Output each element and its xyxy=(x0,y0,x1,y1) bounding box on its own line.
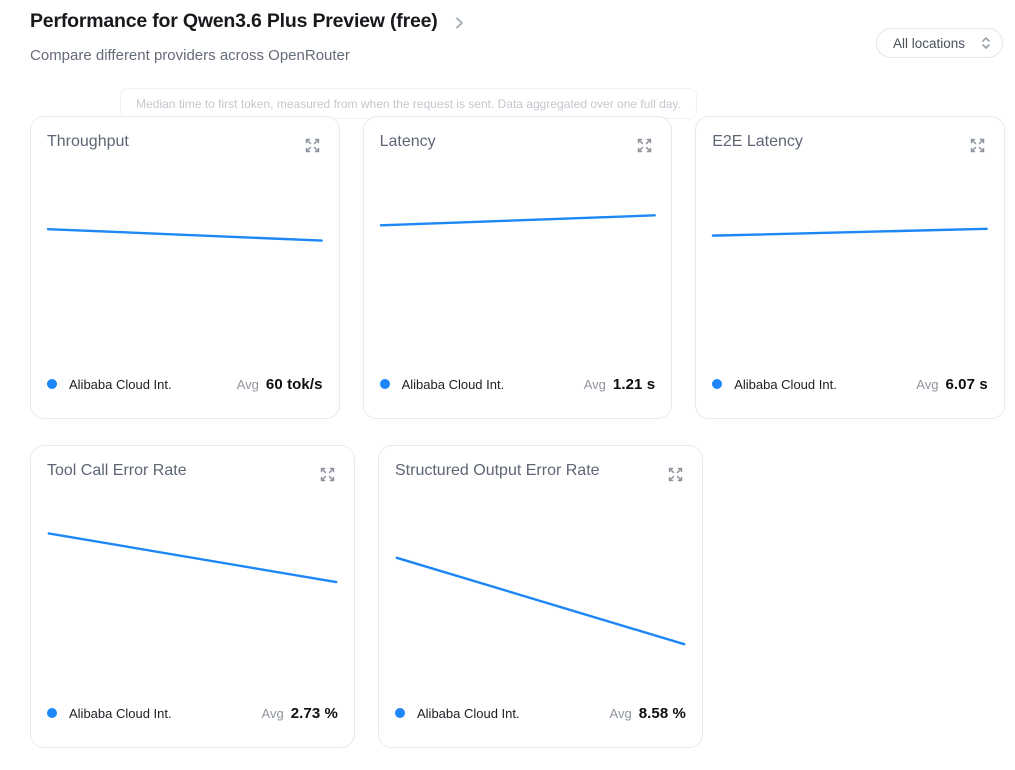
series-name: Alibaba Cloud Int. xyxy=(417,705,520,721)
legend-average: Avg 2.73 % xyxy=(262,705,338,722)
series-dot-icon xyxy=(712,379,723,389)
chart-title: Throughput xyxy=(47,133,129,150)
series-dot-icon xyxy=(47,708,57,718)
chart-legend: Alibaba Cloud Int. Avg 8.58 % xyxy=(395,703,686,723)
page-header: Performance for Qwen3.6 Plus Preview (fr… xyxy=(0,0,1015,64)
charts-row-1: Throughput Alibaba Cloud Int. Avg 60 tok… xyxy=(30,116,1015,419)
series-name: Alibaba Cloud Int. xyxy=(69,376,172,392)
expand-icon[interactable] xyxy=(319,466,336,483)
line-chart xyxy=(364,172,672,372)
series-dot-icon xyxy=(379,379,390,389)
legend-item[interactable]: Alibaba Cloud Int. xyxy=(395,706,520,721)
avg-label: Avg xyxy=(261,705,284,721)
metric-description-tooltip: Median time to first token, measured fro… xyxy=(120,88,697,119)
series-name: Alibaba Cloud Int. xyxy=(401,376,505,392)
chart-title: Structured Output Error Rate xyxy=(395,462,600,479)
legend-item[interactable]: Alibaba Cloud Int. xyxy=(47,377,172,392)
avg-label: Avg xyxy=(236,376,259,392)
avg-value: 6.07 s xyxy=(945,375,988,393)
title-row: Performance for Qwen3.6 Plus Preview (fr… xyxy=(30,10,1003,33)
chart-title: E2E Latency xyxy=(712,133,803,150)
chart-card-e2e-latency: E2E Latency Alibaba Cloud Int. Avg 6.07 … xyxy=(695,116,1005,419)
location-filter-value: All locations xyxy=(892,35,965,51)
series-dot-icon xyxy=(47,379,57,389)
avg-value: 8.58 % xyxy=(638,704,686,722)
chart-legend: Alibaba Cloud Int. Avg 2.73 % xyxy=(47,703,338,723)
page-subtitle: Compare different providers across OpenR… xyxy=(30,47,350,64)
legend-average: Avg 8.58 % xyxy=(610,705,686,722)
series-name: Alibaba Cloud Int. xyxy=(734,376,837,392)
line-chart xyxy=(696,172,1004,372)
legend-average: Avg 6.07 s xyxy=(916,376,987,393)
expand-icon[interactable] xyxy=(304,137,321,154)
charts-row-2: Tool Call Error Rate Alibaba Cloud Int. … xyxy=(30,445,1015,748)
chart-card-throughput: Throughput Alibaba Cloud Int. Avg 60 tok… xyxy=(30,116,340,419)
avg-value: 2.73 % xyxy=(290,704,338,722)
legend-item[interactable]: Alibaba Cloud Int. xyxy=(712,377,837,392)
series-name: Alibaba Cloud Int. xyxy=(69,705,172,721)
avg-value: 1.21 s xyxy=(612,375,656,393)
expand-icon[interactable] xyxy=(969,137,986,154)
line-chart xyxy=(31,172,339,372)
chart-title: Tool Call Error Rate xyxy=(47,462,187,479)
chart-legend: Alibaba Cloud Int. Avg 60 tok/s xyxy=(47,374,323,394)
legend-item[interactable]: Alibaba Cloud Int. xyxy=(379,376,505,392)
avg-label: Avg xyxy=(609,705,632,721)
expand-icon[interactable] xyxy=(667,466,684,483)
avg-label: Avg xyxy=(583,376,606,392)
page-title: Performance for Qwen3.6 Plus Preview (fr… xyxy=(30,10,438,32)
expand-icon[interactable] xyxy=(636,137,653,154)
location-filter-select[interactable]: All locations xyxy=(875,28,1003,58)
chart-legend: Alibaba Cloud Int. Avg 1.21 s xyxy=(379,374,656,394)
chevron-up-down-icon xyxy=(980,36,992,50)
chart-card-structured-output-error-rate: Structured Output Error Rate Alibaba Clo… xyxy=(378,445,703,748)
legend-average: Avg 1.21 s xyxy=(584,376,655,393)
chart-title: Latency xyxy=(379,133,436,150)
avg-label: Avg xyxy=(916,376,939,392)
line-chart xyxy=(31,501,354,701)
series-dot-icon xyxy=(395,708,405,718)
chart-card-tool-call-error-rate: Tool Call Error Rate Alibaba Cloud Int. … xyxy=(30,445,355,748)
avg-value: 60 tok/s xyxy=(265,375,323,393)
legend-item[interactable]: Alibaba Cloud Int. xyxy=(47,706,172,721)
chevron-right-icon[interactable] xyxy=(451,15,467,31)
legend-average: Avg 60 tok/s xyxy=(237,376,323,393)
chart-legend: Alibaba Cloud Int. Avg 6.07 s xyxy=(712,374,988,394)
chart-card-latency: Latency Alibaba Cloud Int. Avg 1.21 s xyxy=(362,116,673,419)
line-chart xyxy=(379,501,702,701)
